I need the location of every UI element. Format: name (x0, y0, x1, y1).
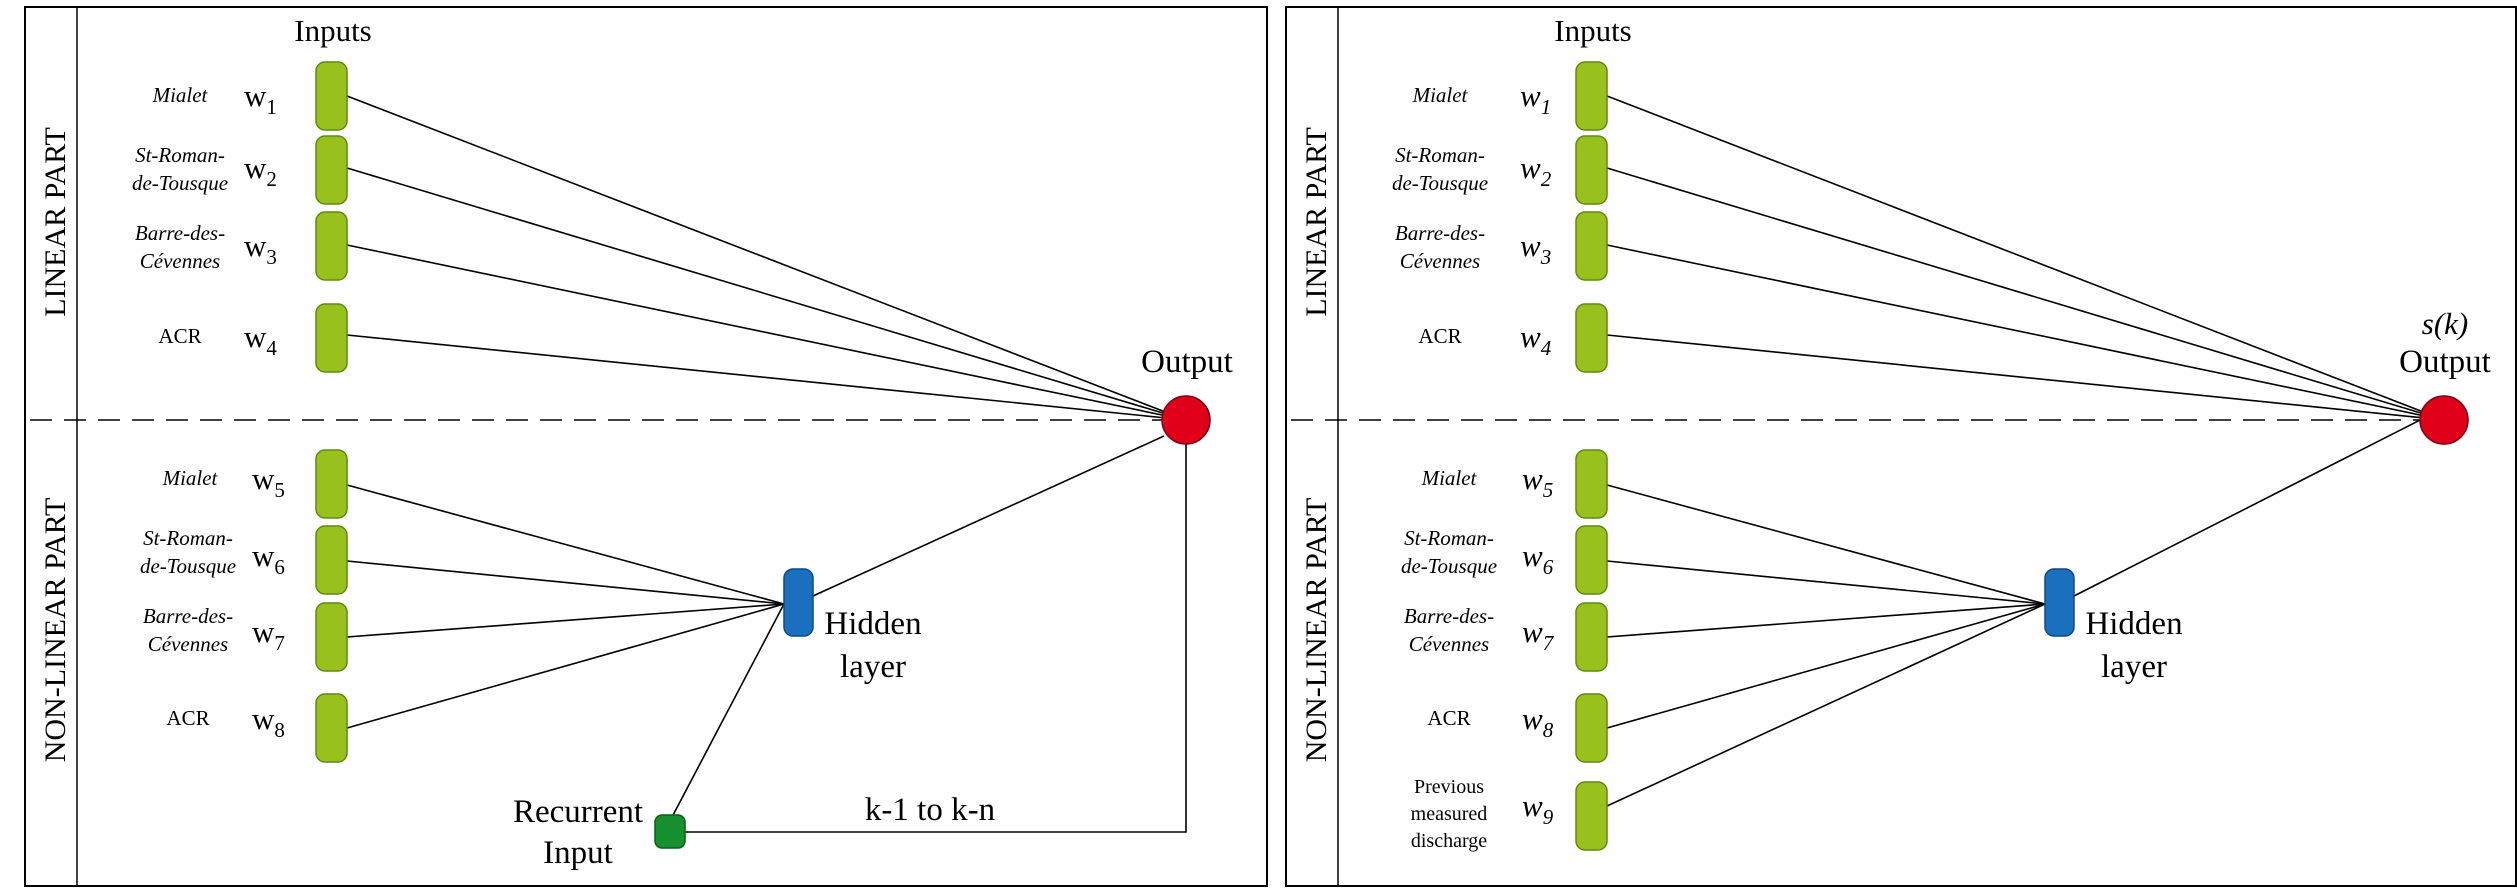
left-input-node-3 (315, 211, 348, 281)
right-inputs-title: Inputs (1554, 13, 1632, 48)
right-input-node-7 (1575, 602, 1608, 672)
right-output-label: Output (2399, 344, 2491, 380)
left-weight-3: w3 (244, 228, 277, 269)
right-input-node-2 (1575, 135, 1608, 205)
right-panel-frame (1285, 6, 2517, 887)
left-input-name-1: Mialet (152, 83, 209, 107)
right-weight-4: w4 (1520, 319, 1552, 360)
right-input-node-6 (1575, 525, 1608, 595)
left-input-node-5 (315, 449, 348, 519)
left-recurrent-label-line1: Recurrent (513, 794, 643, 830)
left-weight-5: w5 (252, 461, 285, 502)
left-hidden-label-line2: layer (840, 649, 906, 685)
left-recurrent-label-line2: Input (543, 835, 613, 871)
right-weight-7: w7 (1522, 614, 1555, 655)
right-weight-8: w8 (1522, 701, 1554, 742)
right-input-node-9 (1575, 781, 1608, 851)
left-input-name-5: Mialet (162, 466, 219, 490)
left-input-name-4: ACR (158, 324, 201, 348)
left-panel-frame (24, 6, 1268, 887)
left-input-name-8: ACR (166, 706, 209, 730)
left-input-name-6: St-Roman-de-Tousque (140, 526, 236, 578)
left-feedback-label: k-1 to k-n (865, 792, 995, 828)
right-output-symbol: s(k) (2422, 306, 2468, 341)
left-connections (346, 95, 1187, 833)
right-panel: LINEAR PART NON-LINEAR PART Inputs Miale… (1285, 6, 2517, 887)
left-recurrent-input-node (654, 814, 686, 849)
left-weight-7: w7 (252, 614, 285, 655)
right-input-node-3 (1575, 211, 1608, 281)
left-linear-part-label: LINEAR PART (39, 127, 72, 317)
right-input-name-7: Barre-des-Cévennes (1404, 604, 1494, 656)
left-weight-6: w6 (252, 538, 285, 579)
right-weight-2: w2 (1520, 150, 1552, 191)
left-input-name-2: St-Roman-de-Tousque (132, 143, 228, 195)
left-weight-2: w2 (244, 150, 277, 191)
left-input-node-8 (315, 693, 348, 763)
left-inputs-title: Inputs (294, 13, 372, 48)
left-weight-1: w1 (244, 78, 277, 119)
right-input-node-4 (1575, 303, 1608, 373)
left-input-node-1 (315, 61, 348, 131)
right-linear-part-label: LINEAR PART (1300, 127, 1333, 317)
left-input-node-6 (315, 525, 348, 595)
right-weight-5: w5 (1522, 461, 1553, 502)
left-input-node-2 (315, 135, 348, 205)
right-input-name-6: St-Roman-de-Tousque (1401, 526, 1497, 578)
right-input-name-4: ACR (1418, 324, 1461, 348)
left-non-linear-part-label: NON-LINEAR PART (39, 498, 72, 763)
right-weight-1: w1 (1520, 78, 1551, 119)
right-input-name-8: ACR (1427, 706, 1470, 730)
right-input-node-5 (1575, 449, 1608, 519)
left-weight-8: w8 (252, 701, 285, 742)
left-output-node (1161, 395, 1211, 445)
left-input-node-7 (315, 602, 348, 672)
left-output-label: Output (1141, 344, 1233, 380)
right-input-node-8 (1575, 693, 1608, 763)
right-input-name-1: Mialet (1412, 83, 1469, 107)
right-weight-6: w6 (1522, 538, 1554, 579)
right-hidden-node (2044, 568, 2075, 637)
left-weight-4: w4 (244, 319, 277, 360)
left-input-name-3: Barre-des-Cévennes (135, 221, 225, 273)
right-input-name-3: Barre-des-Cévennes (1395, 221, 1485, 273)
right-hidden-label-line1: Hidden (2085, 606, 2182, 642)
left-input-name-7: Barre-des-Cévennes (143, 604, 233, 656)
left-hidden-node (783, 568, 814, 637)
right-weight-3: w3 (1520, 228, 1551, 269)
right-input-name-5: Mialet (1421, 466, 1478, 490)
right-input-name-2: St-Roman-de-Tousque (1392, 143, 1488, 195)
right-input-node-1 (1575, 61, 1608, 131)
left-panel: LINEAR PART NON-LINEAR PART Inputs Mi (24, 6, 1268, 887)
left-input-node-4 (315, 303, 348, 373)
left-hidden-label-line1: Hidden (824, 606, 921, 642)
right-input-name-9: Previous measured discharge (1411, 776, 1488, 852)
right-hidden-label-line2: layer (2101, 649, 2167, 685)
right-non-linear-part-label: NON-LINEAR PART (1300, 498, 1333, 763)
right-weight-9: w9 (1522, 788, 1554, 829)
right-output-node (2419, 395, 2469, 445)
right-connections (1606, 95, 2445, 807)
